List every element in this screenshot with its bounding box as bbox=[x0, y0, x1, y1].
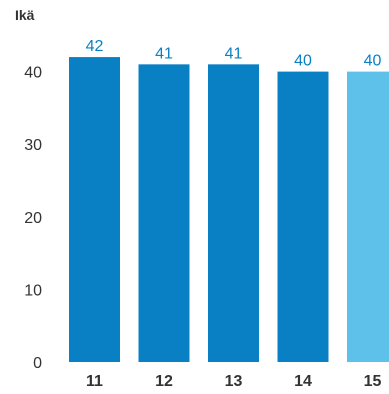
bar bbox=[69, 57, 120, 363]
x-tick-label: 15 bbox=[364, 373, 382, 390]
x-tick-label: 14 bbox=[294, 373, 312, 390]
bar bbox=[347, 71, 389, 362]
bar bbox=[138, 64, 190, 362]
bar bbox=[208, 64, 259, 362]
data-label: 41 bbox=[225, 45, 243, 62]
data-label: 40 bbox=[294, 53, 312, 70]
bar bbox=[277, 71, 329, 362]
x-tick-label: 11 bbox=[86, 373, 103, 390]
y-tick-label: 0 bbox=[33, 355, 42, 372]
y-tick-label: 30 bbox=[24, 137, 42, 154]
bars bbox=[69, 57, 389, 363]
y-tick-label: 40 bbox=[24, 65, 42, 82]
x-axis-ticks: 11 12 13 14 15 bbox=[86, 373, 381, 390]
y-tick-label: 10 bbox=[24, 282, 42, 299]
x-tick-label: 13 bbox=[225, 373, 243, 390]
data-label: 42 bbox=[86, 38, 104, 55]
data-labels: 42 41 41 40 40 bbox=[86, 38, 382, 70]
data-label: 41 bbox=[155, 45, 173, 62]
y-axis-ticks: 0 10 20 30 40 bbox=[24, 65, 42, 372]
x-tick-label: 12 bbox=[155, 373, 173, 390]
y-tick-label: 20 bbox=[24, 210, 42, 227]
data-label: 40 bbox=[364, 53, 382, 70]
y-axis-label: Ikä bbox=[15, 7, 35, 23]
